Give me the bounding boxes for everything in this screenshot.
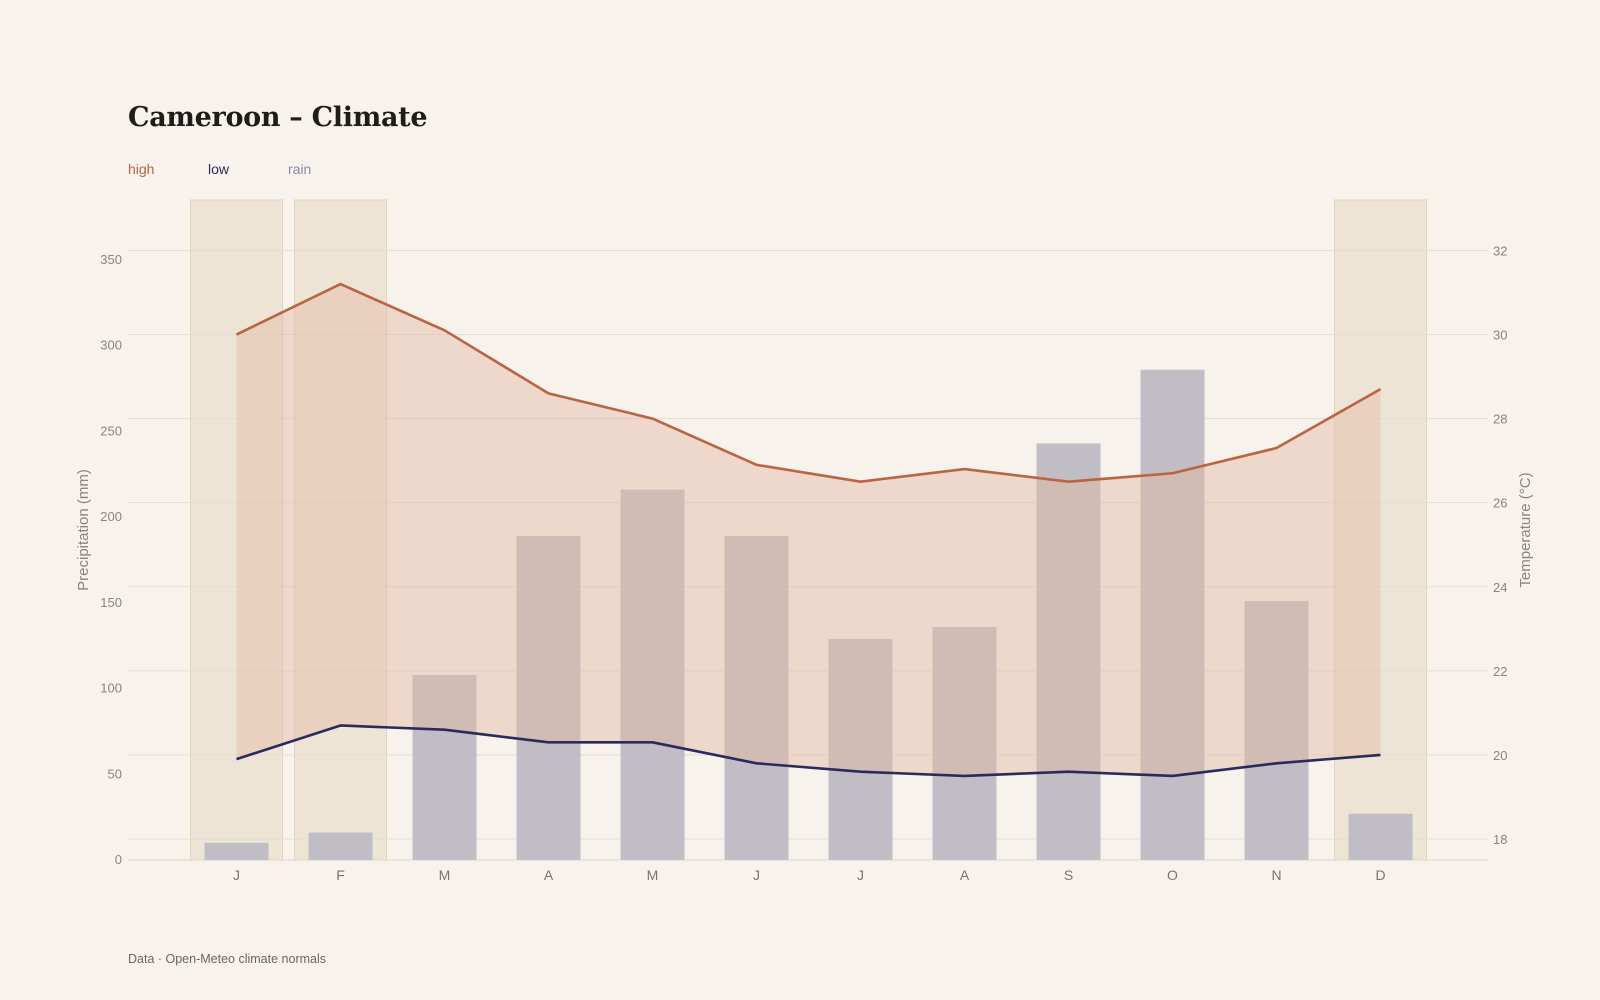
rain-bar-a-3 bbox=[516, 536, 581, 860]
highlight-column-1 bbox=[294, 199, 387, 861]
x-tick-2: M bbox=[439, 867, 451, 883]
temperature-band bbox=[236, 284, 1381, 776]
y-left-tick: 200 bbox=[100, 509, 122, 524]
x-tick-6: J bbox=[857, 867, 864, 883]
rain-bar-o-9 bbox=[1140, 369, 1205, 860]
rain-bar-d-11 bbox=[1348, 813, 1413, 860]
y-left-tick: 350 bbox=[100, 252, 122, 267]
y-right-tick: 32 bbox=[1493, 243, 1507, 258]
x-tick-11: D bbox=[1375, 867, 1385, 883]
highlight-column-11 bbox=[1334, 199, 1427, 861]
rain-bar-s-8 bbox=[1036, 443, 1101, 860]
legend-item-high: high bbox=[128, 161, 155, 177]
x-tick-7: A bbox=[960, 867, 970, 883]
y-left-tick: 300 bbox=[100, 338, 122, 353]
y-right-axis-label: Temperature (°C) bbox=[1517, 472, 1534, 587]
y-right-tick: 26 bbox=[1493, 496, 1507, 511]
x-tick-0: J bbox=[233, 867, 240, 883]
chart-title: Cameroon – Climate bbox=[128, 102, 428, 133]
x-tick-9: O bbox=[1167, 867, 1178, 883]
y-left-tick: 0 bbox=[115, 852, 122, 867]
rain-bar-m-2 bbox=[412, 674, 477, 860]
legend-item-low: low bbox=[208, 161, 230, 177]
y-right-tick: 22 bbox=[1493, 664, 1507, 679]
rain-bar-m-4 bbox=[620, 489, 685, 860]
y-left-tick: 150 bbox=[100, 595, 122, 610]
legend-item-rain: rain bbox=[288, 161, 312, 177]
x-tick-1: F bbox=[336, 867, 345, 883]
x-tick-8: S bbox=[1064, 867, 1073, 883]
rain-bar-j-5 bbox=[724, 536, 789, 860]
y-right-tick: 24 bbox=[1493, 580, 1507, 595]
low-temperature-line bbox=[236, 724, 1381, 778]
y-left-tick: 50 bbox=[108, 766, 122, 781]
rain-bar-f-1 bbox=[308, 832, 373, 860]
x-tick-4: M bbox=[647, 867, 659, 883]
x-tick-10: N bbox=[1271, 867, 1281, 883]
rain-bar-j-0 bbox=[204, 842, 269, 860]
rain-bar-a-7 bbox=[932, 626, 997, 860]
y-left-axis-label: Precipitation (mm) bbox=[75, 469, 92, 591]
rain-bar-n-10 bbox=[1244, 601, 1309, 860]
y-right-tick: 30 bbox=[1493, 328, 1507, 343]
y-right-tick: 20 bbox=[1493, 748, 1507, 763]
y-left-tick: 100 bbox=[100, 681, 122, 696]
y-right-tick: 18 bbox=[1493, 832, 1507, 847]
high-temperature-line bbox=[235, 282, 1382, 483]
source-caption: Data · Open-Meteo climate normals bbox=[128, 952, 326, 966]
y-right-tick: 28 bbox=[1493, 412, 1507, 427]
y-left-tick: 250 bbox=[100, 423, 122, 438]
x-tick-5: J bbox=[753, 867, 760, 883]
rain-bar-j-6 bbox=[828, 638, 893, 860]
x-tick-3: A bbox=[544, 867, 554, 883]
